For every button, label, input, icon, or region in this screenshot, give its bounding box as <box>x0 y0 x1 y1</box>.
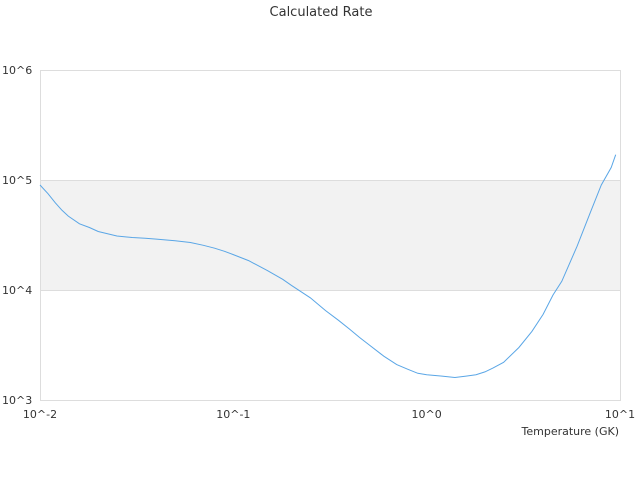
x-axis-label: Temperature (GK) <box>521 425 620 438</box>
highlight-band <box>40 180 620 290</box>
plot-border <box>40 70 621 401</box>
y-tick-labels: 10^3 10^4 10^5 10^6 <box>2 64 32 407</box>
x-tick-label: 10^-2 <box>23 408 57 421</box>
x-tick-label: 10^-1 <box>216 408 250 421</box>
x-tick-labels: 10^-2 10^-1 10^0 10^1 <box>23 408 635 421</box>
rate-line <box>39 154 617 379</box>
x-tick-label: 10^0 <box>412 408 442 421</box>
x-tick-label: 10^1 <box>605 408 635 421</box>
y-tick-label: 10^5 <box>2 174 32 187</box>
y-tick-label: 10^4 <box>2 284 32 297</box>
y-tick-label: 10^3 <box>2 394 32 407</box>
chart-title: Calculated Rate <box>270 5 373 20</box>
y-tick-label: 10^6 <box>2 64 32 77</box>
